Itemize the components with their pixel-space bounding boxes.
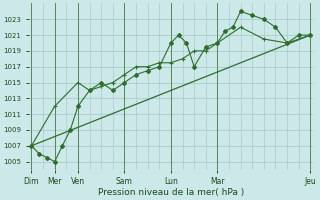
X-axis label: Pression niveau de la mer( hPa ): Pression niveau de la mer( hPa ) xyxy=(98,188,244,197)
